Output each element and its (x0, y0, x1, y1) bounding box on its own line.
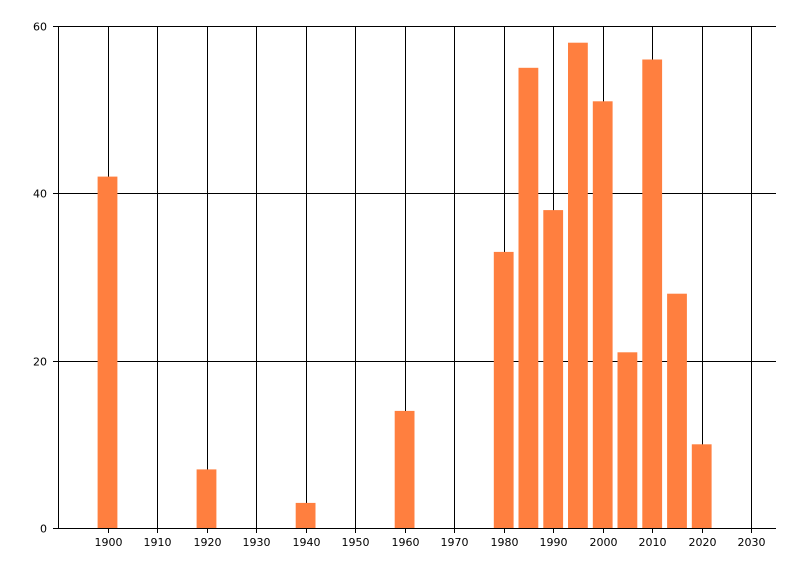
x-tick-label-1970: 1970 (441, 536, 469, 549)
x-tick-label-1920: 1920 (194, 536, 222, 549)
x-tick-label-2020: 2020 (689, 536, 717, 549)
y-tick-label-20: 20 (33, 356, 47, 369)
bar-2000 (592, 101, 613, 529)
bar-1900 (97, 176, 118, 528)
x-tick-label-1900: 1900 (95, 536, 123, 549)
bar-1920 (196, 469, 217, 528)
bar-1980 (493, 251, 514, 528)
tick-marks (53, 26, 752, 533)
x-tick-label-1940: 1940 (293, 536, 321, 549)
bar-1960 (394, 410, 415, 528)
bar-2020 (691, 444, 712, 528)
axes (58, 26, 776, 529)
bar-2005 (617, 352, 638, 528)
bar-2010 (642, 59, 663, 528)
bar-2015 (667, 293, 687, 528)
x-tick-label-1990: 1990 (540, 536, 568, 549)
x-tick-label-1950: 1950 (342, 536, 370, 549)
bar-1985 (518, 67, 539, 529)
x-tick-label-2010: 2010 (639, 536, 667, 549)
x-tick-label-2000: 2000 (590, 536, 618, 549)
x-tick-label-1980: 1980 (491, 536, 519, 549)
tick-labels: 0 20 40 60 1900 1910 1920 1930 1940 1950 1960 1970 1… (33, 21, 766, 550)
x-tick-label-1930: 1930 (243, 536, 271, 549)
x-tick-label-2030: 2030 (738, 536, 766, 549)
bar-1990 (543, 210, 564, 528)
y-tick-label-0: 0 (40, 523, 47, 536)
bars (97, 42, 712, 529)
y-tick-label-60: 60 (33, 21, 47, 34)
x-tick-label-1960: 1960 (392, 536, 420, 549)
bar-1995 (568, 42, 588, 528)
bar-1940 (295, 502, 316, 528)
x-tick-label-1910: 1910 (144, 536, 172, 549)
y-tick-label-40: 40 (33, 188, 47, 201)
